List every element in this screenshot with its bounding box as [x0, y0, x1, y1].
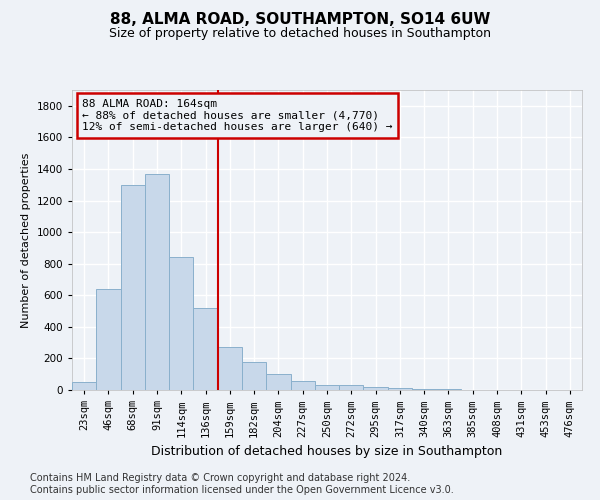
Text: 88, ALMA ROAD, SOUTHAMPTON, SO14 6UW: 88, ALMA ROAD, SOUTHAMPTON, SO14 6UW [110, 12, 490, 28]
Bar [121, 184, 145, 390]
Bar [145, 174, 169, 390]
Bar [266, 374, 290, 390]
Bar [436, 389, 461, 390]
Bar [193, 308, 218, 390]
Text: Size of property relative to detached houses in Southampton: Size of property relative to detached ho… [109, 28, 491, 40]
Text: 88 ALMA ROAD: 164sqm
← 88% of detached houses are smaller (4,770)
12% of semi-de: 88 ALMA ROAD: 164sqm ← 88% of detached h… [82, 99, 392, 132]
Bar [96, 289, 121, 390]
Bar [169, 258, 193, 390]
Bar [339, 386, 364, 390]
Bar [412, 388, 436, 390]
X-axis label: Distribution of detached houses by size in Southampton: Distribution of detached houses by size … [151, 445, 503, 458]
Bar [315, 386, 339, 390]
Bar [72, 382, 96, 390]
Bar [388, 388, 412, 390]
Bar [242, 362, 266, 390]
Bar [364, 387, 388, 390]
Bar [218, 348, 242, 390]
Y-axis label: Number of detached properties: Number of detached properties [21, 152, 31, 328]
Bar [290, 380, 315, 390]
Text: Contains HM Land Registry data © Crown copyright and database right 2024.
Contai: Contains HM Land Registry data © Crown c… [30, 474, 454, 495]
